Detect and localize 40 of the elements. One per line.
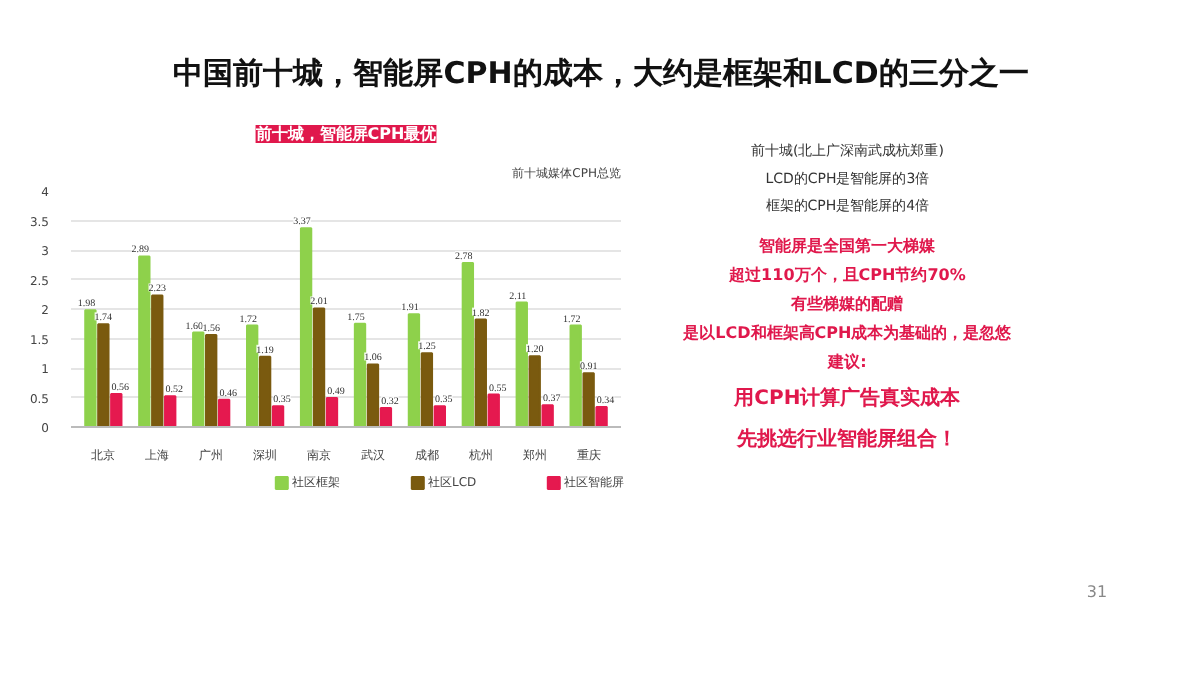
bar bbox=[325, 397, 339, 427]
bar bbox=[151, 294, 164, 427]
bar bbox=[138, 255, 151, 427]
bar bbox=[271, 405, 285, 427]
text: 用CPH计算广告真实成本 bbox=[732, 385, 963, 410]
text: 有些梯媒的配赠 bbox=[789, 295, 904, 313]
text: 建议: bbox=[826, 353, 867, 371]
bar bbox=[420, 352, 434, 427]
bar bbox=[110, 392, 123, 427]
text: 31 bbox=[1086, 583, 1108, 601]
bar bbox=[192, 331, 205, 427]
bar bbox=[433, 405, 446, 427]
bar bbox=[258, 355, 272, 427]
bar bbox=[528, 355, 541, 427]
text: 是以LCD和框架高CPH成本为基础的，是忽悠 bbox=[681, 322, 1014, 342]
bar bbox=[164, 395, 177, 427]
bar bbox=[515, 301, 528, 427]
bar bbox=[312, 307, 326, 427]
bar bbox=[541, 404, 554, 427]
text: 智能屏是全国第一大梯媒 bbox=[757, 237, 938, 255]
bar bbox=[582, 372, 595, 427]
chart-subtitle: 前十城，智能屏CPH最优 bbox=[253, 125, 437, 143]
bar bbox=[97, 323, 110, 427]
text: 超过110万个，且CPH节约70% bbox=[727, 266, 966, 284]
text: 先挑选行业智能屏组合！ bbox=[735, 427, 958, 451]
bar bbox=[246, 324, 259, 427]
bar bbox=[217, 398, 231, 427]
bar bbox=[487, 393, 500, 427]
bar bbox=[366, 363, 380, 427]
bar bbox=[461, 261, 475, 427]
bar bbox=[595, 405, 608, 427]
bar bbox=[205, 333, 218, 427]
bar bbox=[407, 313, 421, 427]
bar bbox=[379, 407, 393, 427]
chart-title: 中国前十城，智能屏CPH的成本，大约是框架和LCD的三分之一 bbox=[173, 54, 1029, 91]
bar bbox=[569, 324, 582, 427]
bar bbox=[84, 309, 97, 427]
bar bbox=[474, 318, 487, 427]
bar bbox=[353, 322, 367, 427]
bar bbox=[299, 227, 313, 427]
